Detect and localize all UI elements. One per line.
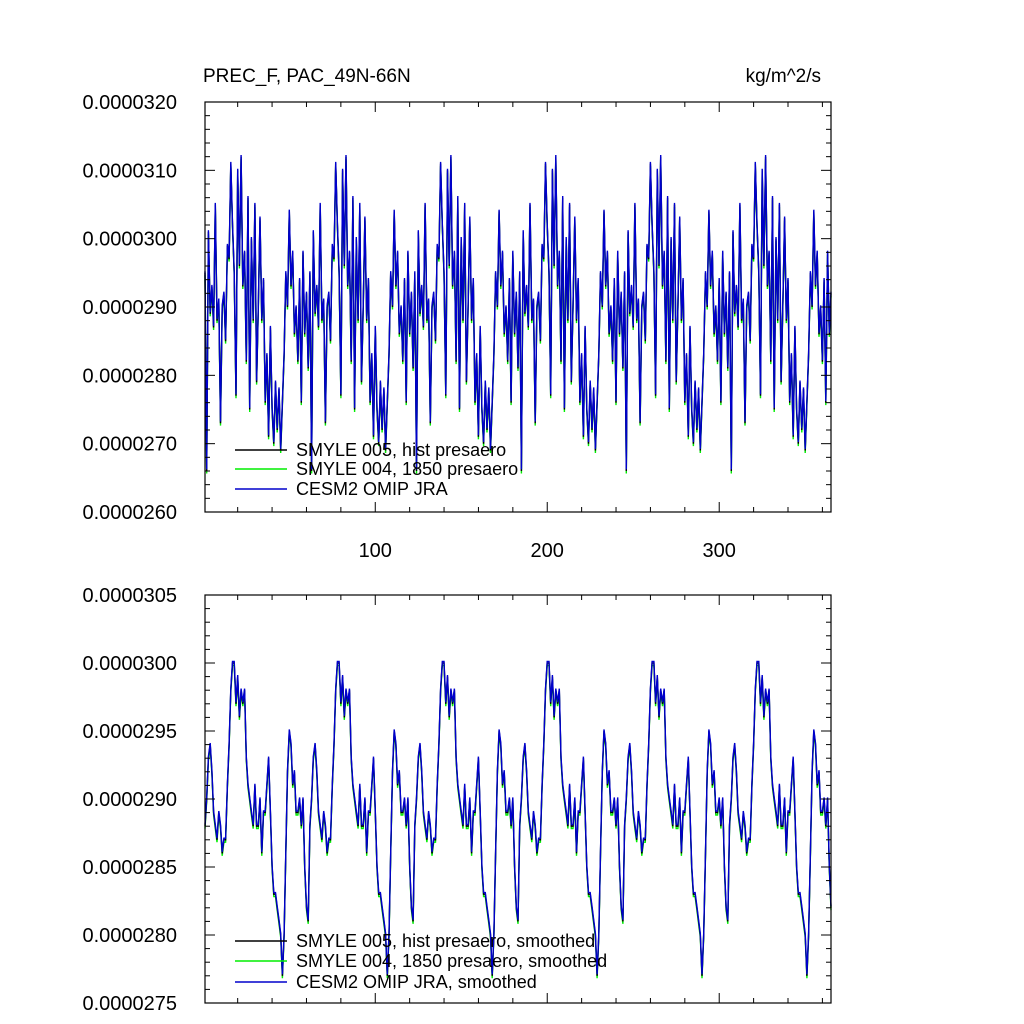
y-tick-label: 0.0000270	[82, 434, 177, 456]
y-tick-label: 0.0000300	[82, 229, 177, 251]
top-tick-labels: 0.0000260 0.0000270 0.0000280 0.0000290 0.00…	[82, 92, 735, 562]
legend-label-omip: CESM2 OMIP JRA	[296, 479, 448, 499]
y-tick-label: 0.0000285	[82, 857, 177, 879]
bottom-panel: 0.0000275 0.0000280 0.0000285 0.0000290 0.00…	[82, 585, 832, 1015]
legend-label-smyle004-smoothed: SMYLE 004, 1850 presaero, smoothed	[296, 951, 607, 971]
x-tick-label: 100	[359, 540, 392, 562]
y-tick-label: 0.0000275	[82, 993, 177, 1015]
y-tick-label: 0.0000310	[82, 160, 177, 182]
y-tick-label: 0.0000280	[82, 925, 177, 947]
series-line-2	[204, 154, 832, 470]
legend-label-smyle005-smoothed: SMYLE 005, hist presaero, smoothed	[296, 931, 595, 951]
units-label: kg/m^2/s	[746, 66, 821, 87]
bottom-series-lines	[204, 660, 832, 979]
y-tick-label: 0.0000280	[82, 365, 177, 387]
bottom-ticks	[205, 594, 831, 1004]
y-tick-label: 0.0000300	[82, 653, 177, 675]
legend-label-smyle005: SMYLE 005, hist presaero	[296, 440, 506, 460]
x-tick-label: 200	[531, 540, 564, 562]
chart-title: PREC_F, PAC_49N-66N	[203, 66, 411, 87]
y-tick-label: 0.0000260	[82, 502, 177, 524]
top-series-lines	[204, 154, 832, 474]
legend-label-smyle004: SMYLE 004, 1850 presaero	[296, 459, 518, 479]
series-line-2	[204, 660, 832, 975]
y-tick-label: 0.0000290	[82, 789, 177, 811]
x-tick-label: 300	[703, 540, 736, 562]
y-tick-label: 0.0000320	[82, 92, 177, 114]
y-tick-label: 0.0000290	[82, 297, 177, 319]
legend-label-omip-smoothed: CESM2 OMIP JRA, smoothed	[296, 972, 537, 992]
y-tick-label: 0.0000305	[82, 585, 177, 607]
series-line-0	[204, 662, 832, 976]
top-legend: SMYLE 005, hist presaero SMYLE 004, 1850…	[235, 440, 518, 499]
y-tick-label: 0.0000295	[82, 721, 177, 743]
bottom-tick-labels: 0.0000275 0.0000280 0.0000285 0.0000290 0.00…	[82, 585, 177, 1015]
top-ticks	[205, 101, 831, 513]
top-panel: 0.0000260 0.0000270 0.0000280 0.0000290 0.00…	[82, 92, 832, 562]
bottom-legend: SMYLE 005, hist presaero, smoothed SMYLE…	[235, 931, 607, 992]
